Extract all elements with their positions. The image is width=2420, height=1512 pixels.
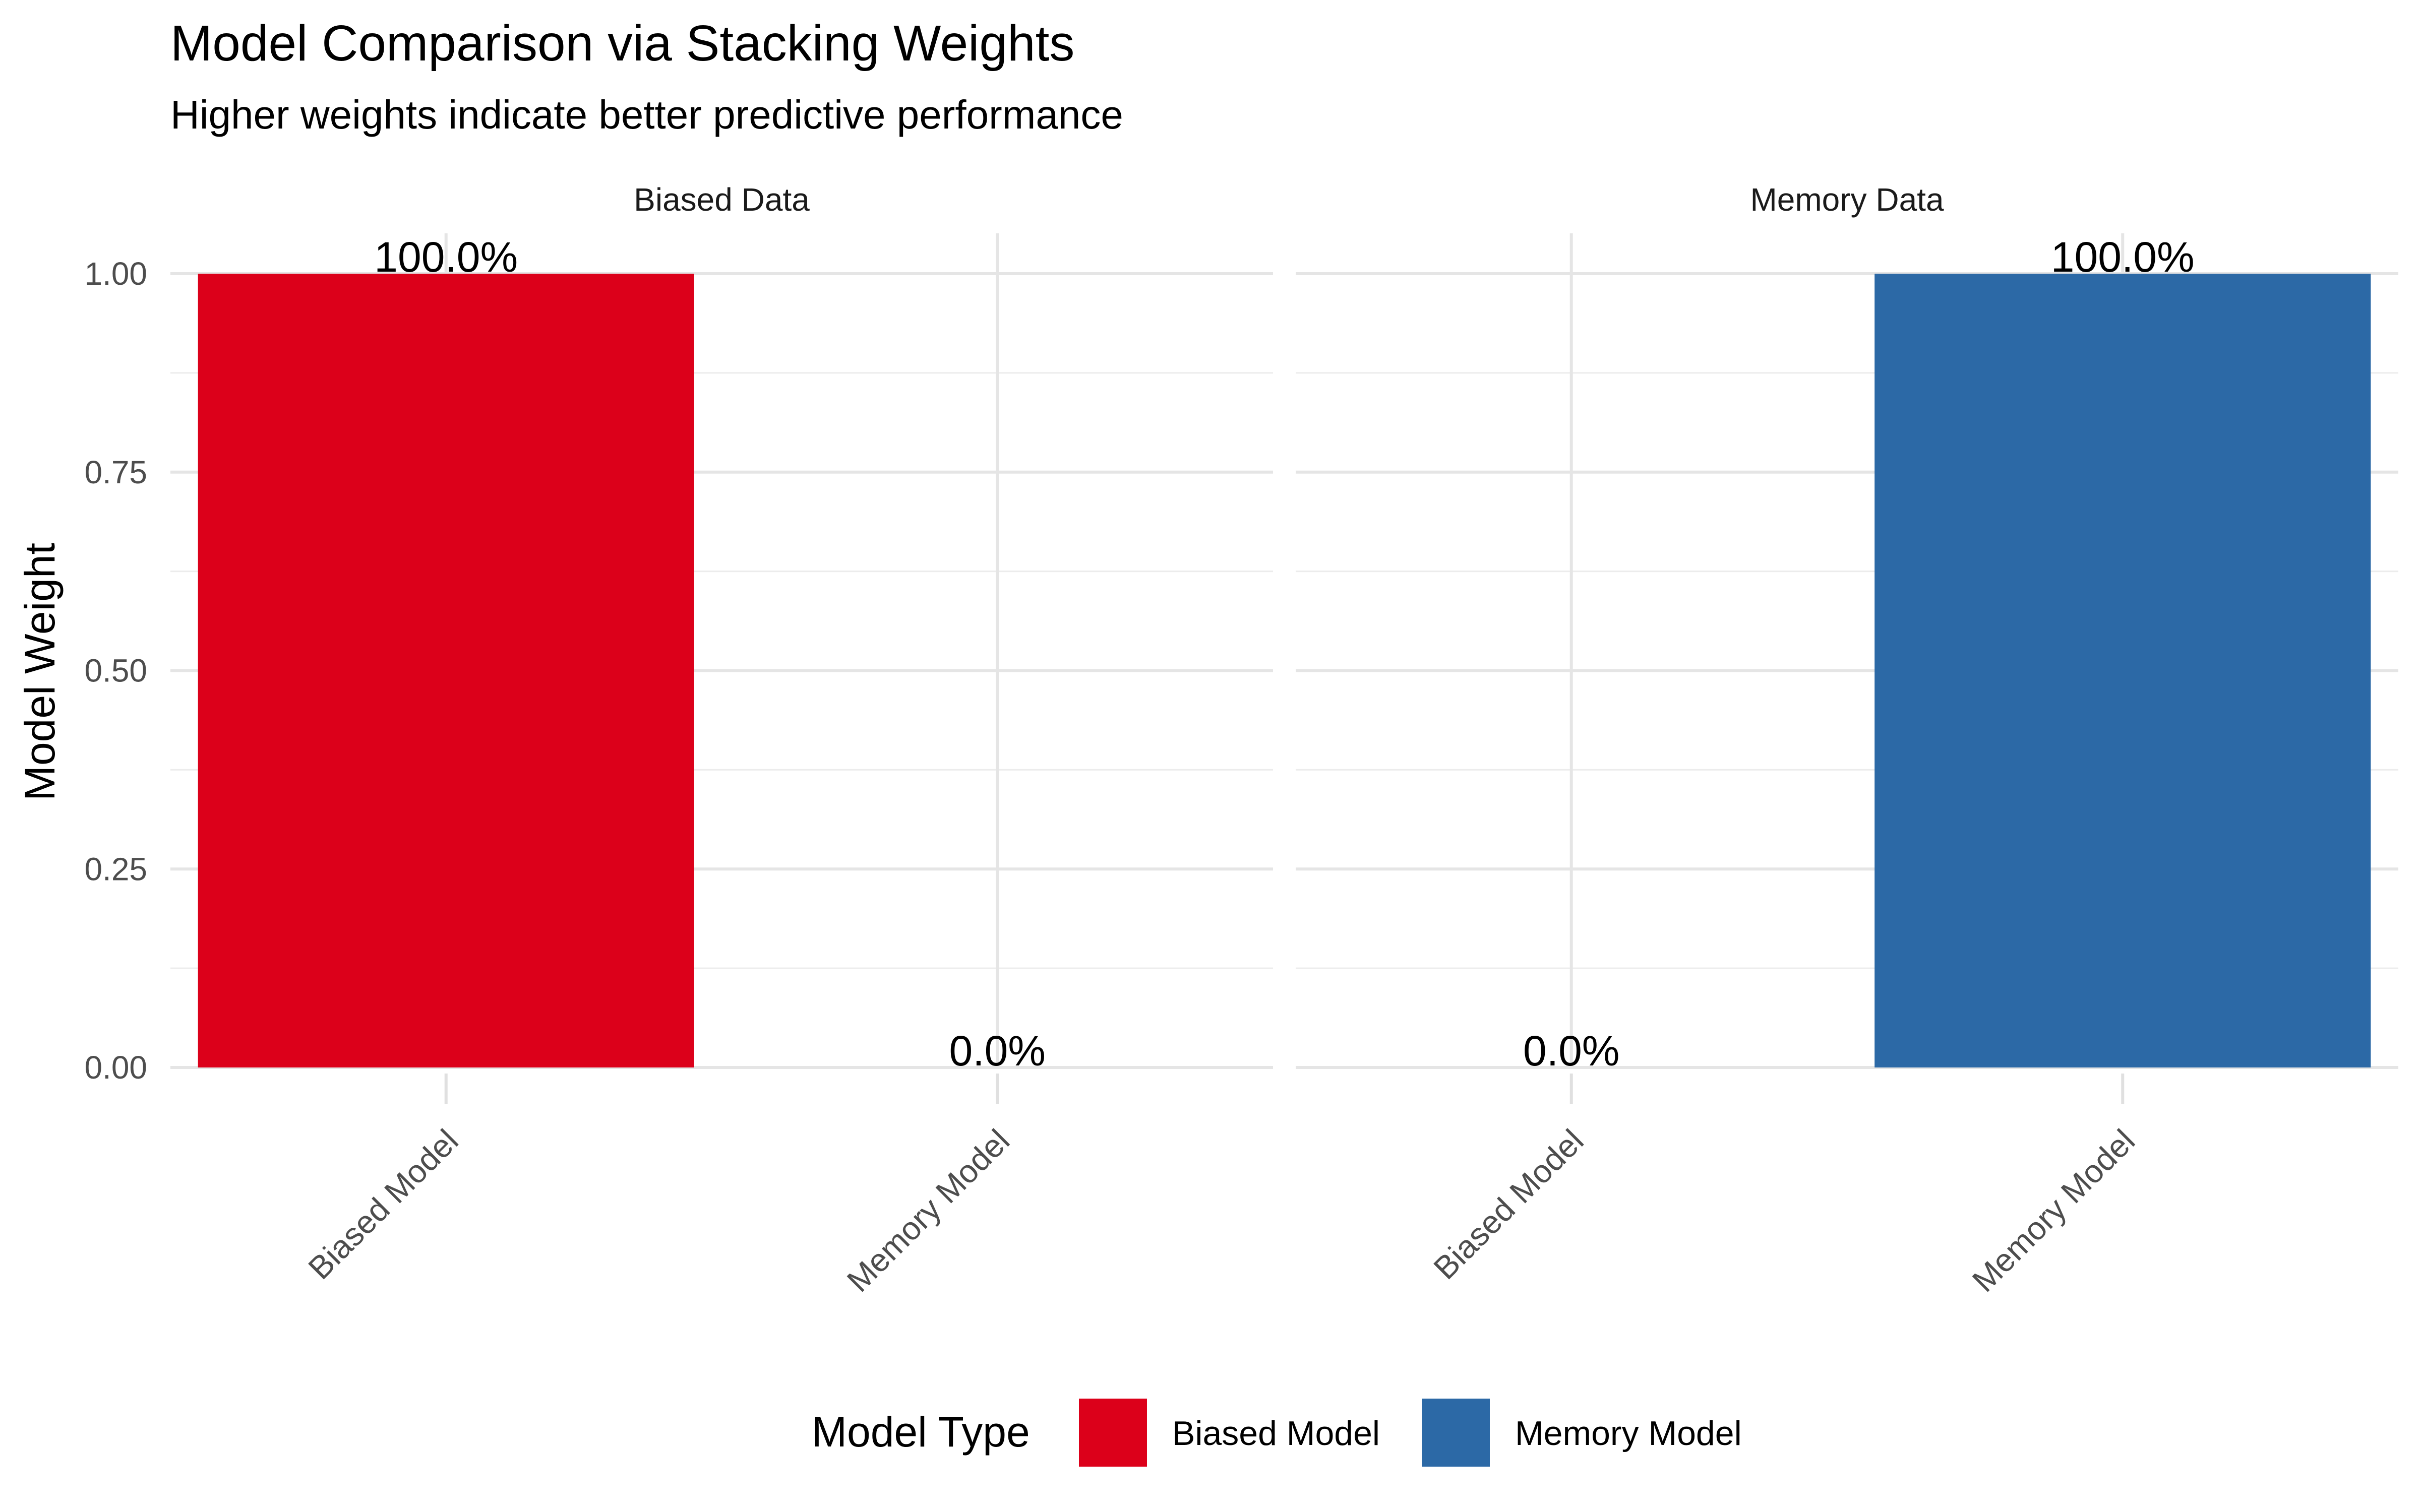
y-axis-label: Model Weight: [16, 543, 64, 801]
bar: [198, 274, 694, 1067]
plot-area: Biased Data 100.0% 0.0% Biased Model Memory …: [84, 181, 2398, 1299]
facet-label: Biased Data: [634, 181, 810, 218]
bar: [1874, 274, 2371, 1067]
data-label: 100.0%: [2051, 233, 2195, 281]
chart-title: Model Comparison via Stacking Weights: [170, 15, 1074, 72]
y-tick-label: 1.00: [84, 256, 147, 292]
facet-label: Memory Data: [1750, 181, 1944, 218]
legend-key: [1422, 1399, 1490, 1467]
legend: Model Type Biased Model Memory Model: [812, 1399, 1742, 1467]
x-tick-label: Memory Model: [840, 1122, 1016, 1299]
x-tick-label: Biased Model: [1427, 1122, 1591, 1286]
chart-subtitle: Higher weights indicate better predictiv…: [170, 92, 1123, 137]
x-tick-label: Biased Model: [301, 1122, 465, 1286]
legend-title: Model Type: [812, 1408, 1030, 1456]
data-label: 0.0%: [1523, 1027, 1619, 1075]
y-tick-label: 0.25: [84, 851, 147, 887]
legend-entry-label: Biased Model: [1172, 1414, 1380, 1453]
data-label: 0.0%: [949, 1027, 1046, 1075]
y-tick-label: 0.00: [84, 1049, 147, 1086]
y-tick-label: 0.50: [84, 653, 147, 689]
y-tick-label: 0.75: [84, 454, 147, 490]
legend-entry-label: Memory Model: [1515, 1414, 1742, 1453]
legend-key: [1079, 1399, 1147, 1467]
x-tick-label: Memory Model: [1965, 1122, 2142, 1299]
data-label: 100.0%: [374, 233, 518, 281]
